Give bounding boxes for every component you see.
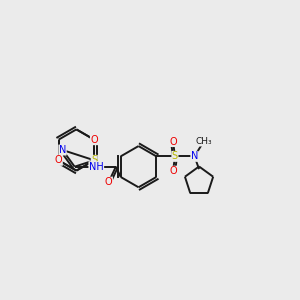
Text: CH₃: CH₃ <box>196 137 212 146</box>
Text: O: O <box>90 135 98 145</box>
Text: N: N <box>191 152 198 161</box>
Text: O: O <box>105 177 112 187</box>
Text: O: O <box>169 136 177 146</box>
Text: N: N <box>59 145 66 155</box>
Text: O: O <box>169 166 177 176</box>
Text: S: S <box>172 152 178 161</box>
Text: O: O <box>55 155 62 165</box>
Text: NH: NH <box>89 162 104 172</box>
Text: S: S <box>91 155 97 165</box>
